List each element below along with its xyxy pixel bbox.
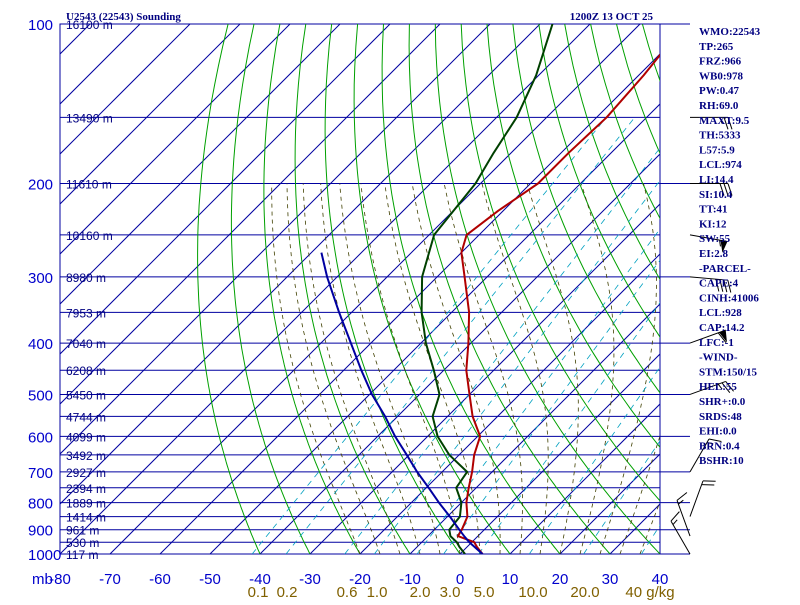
index-value: BRN:0.4	[699, 440, 740, 452]
height-tick-label: 4744 m	[66, 410, 106, 424]
index-value: -WIND-	[699, 352, 738, 364]
pressure-tick-label: 1000	[28, 547, 61, 564]
index-value: KI:12	[699, 218, 727, 230]
height-tick-label: 5450 m	[66, 388, 106, 402]
index-value: HEL:55	[699, 381, 737, 393]
index-value: EHI:0.0	[699, 426, 737, 438]
index-value: LI:14.4	[699, 174, 734, 186]
mixing-ratio-label: 40 g/kg	[625, 584, 674, 600]
index-value: SW:55	[699, 233, 731, 245]
pressure-tick-label: 700	[28, 465, 53, 482]
index-value: TT:41	[699, 204, 728, 216]
index-value: CAPE:4	[699, 278, 739, 290]
index-value: WB0:978	[699, 70, 744, 82]
temperature-tick-label: -50	[199, 571, 221, 588]
mixing-ratio-label: 2.0	[410, 584, 431, 600]
pressure-tick-label: 600	[28, 429, 53, 446]
mixing-ratio-label: 0.6	[337, 584, 358, 600]
height-tick-label: 10160 m	[66, 229, 113, 243]
pressure-tick-label: 100	[28, 17, 53, 34]
pressure-tick-label: 400	[28, 336, 53, 353]
index-value: LCL:974	[699, 159, 742, 171]
mixing-ratio-label: 3.0	[440, 584, 461, 600]
pressure-tick-label: 200	[28, 177, 53, 194]
mixing-ratio-label: 0.2	[277, 584, 298, 600]
height-tick-label: 3492 m	[66, 449, 106, 463]
height-tick-label: 13490 m	[66, 111, 113, 125]
index-value: L57:5.9	[699, 144, 735, 156]
index-value: FRZ:966	[699, 56, 742, 68]
index-value: SI:10.4	[699, 189, 733, 201]
index-value: CINH:41006	[699, 292, 759, 304]
index-value: STM:150/15	[699, 366, 758, 378]
temperature-tick-label: -70	[99, 571, 121, 588]
temperature-tick-label: -60	[149, 571, 171, 588]
mixing-ratio-label: 0.1	[248, 584, 269, 600]
index-value: SRDS:48	[699, 411, 742, 423]
index-value: CAP:14.2	[699, 322, 745, 334]
mixing-ratio-label: 20.0	[570, 584, 599, 600]
height-tick-label: 2927 m	[66, 466, 106, 480]
height-tick-label: 2394 m	[66, 482, 106, 496]
height-tick-label: 1414 m	[66, 511, 106, 525]
index-value: SHR+:0.0	[699, 396, 746, 408]
height-tick-label: 8980 m	[66, 271, 106, 285]
index-value: LCL:928	[699, 307, 742, 319]
index-value: LFC:-1	[699, 337, 734, 349]
height-tick-label: 6208 m	[66, 364, 106, 378]
mixing-ratio-label: 1.0	[367, 584, 388, 600]
pressure-tick-label: 800	[28, 496, 53, 513]
height-tick-label: 7040 m	[66, 337, 106, 351]
sounding-datetime: 1200Z 13 OCT 25	[570, 11, 654, 23]
temperature-tick-label: -30	[299, 571, 321, 588]
height-tick-label: 7953 m	[66, 306, 106, 320]
temperature-tick-label: 30	[602, 571, 619, 588]
temperature-tick-label: -80	[49, 571, 71, 588]
index-value: WMO:22543	[699, 26, 761, 38]
index-value: BSHR:10	[699, 455, 744, 467]
mixing-ratio-label: 10.0	[518, 584, 547, 600]
height-tick-label: 117 m	[66, 548, 98, 562]
index-value: -PARCEL-	[699, 263, 751, 275]
pressure-tick-label: 900	[28, 523, 53, 540]
index-value: PW:0.47	[699, 85, 740, 97]
height-tick-label: 11610 m	[66, 178, 112, 192]
pressure-tick-label: 500	[28, 387, 53, 404]
height-tick-label: 1889 m	[66, 497, 106, 511]
index-value: TP:265	[699, 41, 734, 53]
index-value: EI:2.8	[699, 248, 729, 260]
mixing-ratio-label: 5.0	[474, 584, 495, 600]
temperature-tick-label: 10	[502, 571, 519, 588]
pressure-tick-label: 300	[28, 270, 53, 287]
height-tick-label: 4099 m	[66, 430, 106, 444]
index-value: RH:69.0	[699, 100, 739, 112]
temperature-tick-label: 20	[552, 571, 569, 588]
index-value: TH:5333	[699, 130, 741, 142]
index-value: MAXT:9.5	[699, 115, 750, 127]
station-title: U2543 (22543) Sounding	[66, 11, 181, 23]
